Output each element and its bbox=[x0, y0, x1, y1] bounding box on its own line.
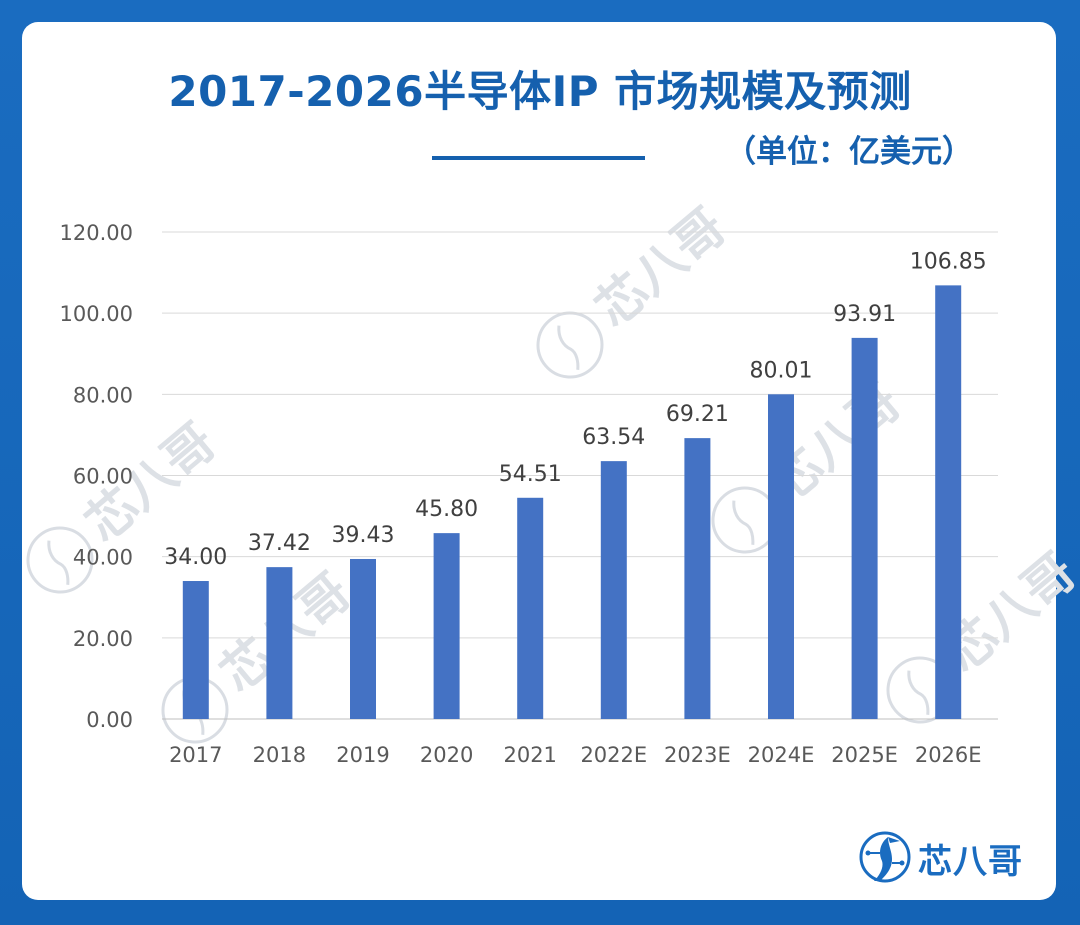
chart-title: 2017-2026半导体IP 市场规模及预测 bbox=[168, 67, 912, 116]
x-tick-label-2018: 2018 bbox=[253, 743, 306, 767]
x-axis-ticks: 2017 2018 2019 2020 2021 2022E 2023E 2024E 2025E… bbox=[169, 743, 981, 767]
y-tick-label: 0.00 bbox=[86, 708, 133, 732]
y-tick-label: 20.00 bbox=[73, 627, 133, 651]
value-label-2019: 39.43 bbox=[332, 523, 395, 548]
bar-2024E bbox=[768, 394, 794, 719]
x-tick-label-2017: 2017 bbox=[169, 743, 222, 767]
bar-2025E bbox=[851, 337, 878, 719]
x-tick-label-2019: 2019 bbox=[336, 743, 389, 767]
bars bbox=[182, 285, 962, 719]
bar-2018 bbox=[266, 567, 293, 719]
unit-label: （单位：亿美元） bbox=[725, 134, 973, 170]
watermark-text: 芯八哥 bbox=[584, 197, 736, 338]
x-tick-label-2026E: 2026E bbox=[915, 743, 982, 767]
watermark-0: 芯八哥 bbox=[536, 197, 737, 379]
chart-card bbox=[22, 22, 1056, 900]
value-label-2026E: 106.85 bbox=[910, 249, 987, 274]
y-tick-label: 40.00 bbox=[73, 546, 133, 570]
value-label-2025E: 93.91 bbox=[833, 302, 896, 327]
bar-2019 bbox=[350, 558, 376, 719]
x-tick-label-2025E: 2025E bbox=[831, 743, 898, 767]
bar-2020 bbox=[433, 533, 460, 719]
heron-logo-icon bbox=[859, 831, 911, 883]
value-label-2017: 34.00 bbox=[164, 545, 227, 570]
value-label-2023E: 69.21 bbox=[666, 402, 729, 427]
y-tick-label: 80.00 bbox=[73, 383, 133, 407]
value-label-2022E: 63.54 bbox=[582, 425, 645, 450]
x-tick-label-2020: 2020 bbox=[420, 743, 473, 767]
bar-2022E bbox=[600, 461, 627, 719]
value-label-2018: 37.42 bbox=[248, 531, 311, 556]
watermark-4: 芯八哥 bbox=[26, 412, 227, 594]
value-label-2020: 45.80 bbox=[415, 497, 478, 522]
value-labels: 34.00 37.42 39.43 45.80 54.51 63.54 69.21 80.01… bbox=[164, 249, 986, 570]
value-label-2021: 54.51 bbox=[499, 462, 562, 487]
title-underline bbox=[432, 156, 645, 160]
x-tick-label-2022E: 2022E bbox=[580, 743, 647, 767]
brand-name: 芯八哥 bbox=[918, 841, 1023, 882]
bar-2023E bbox=[684, 438, 711, 719]
bar-2026E bbox=[935, 285, 962, 719]
x-tick-label-2023E: 2023E bbox=[664, 743, 731, 767]
y-tick-label: 60.00 bbox=[73, 465, 133, 489]
watermark-3: 芯八哥 bbox=[161, 562, 362, 744]
bar-2021 bbox=[517, 497, 544, 719]
x-tick-label-2021: 2021 bbox=[503, 743, 556, 767]
y-tick-label: 100.00 bbox=[60, 302, 133, 326]
x-tick-label-2024E: 2024E bbox=[748, 743, 815, 767]
bar-2017 bbox=[182, 581, 209, 719]
brand-logo: 芯八哥 bbox=[858, 828, 1023, 888]
value-label-2024E: 80.01 bbox=[750, 358, 813, 383]
watermark-1: 芯八哥 bbox=[711, 372, 912, 554]
y-tick-label: 120.00 bbox=[60, 221, 133, 245]
y-axis-ticks: 0.00 20.00 40.00 60.00 80.00 100.00 120.00 bbox=[60, 221, 133, 732]
